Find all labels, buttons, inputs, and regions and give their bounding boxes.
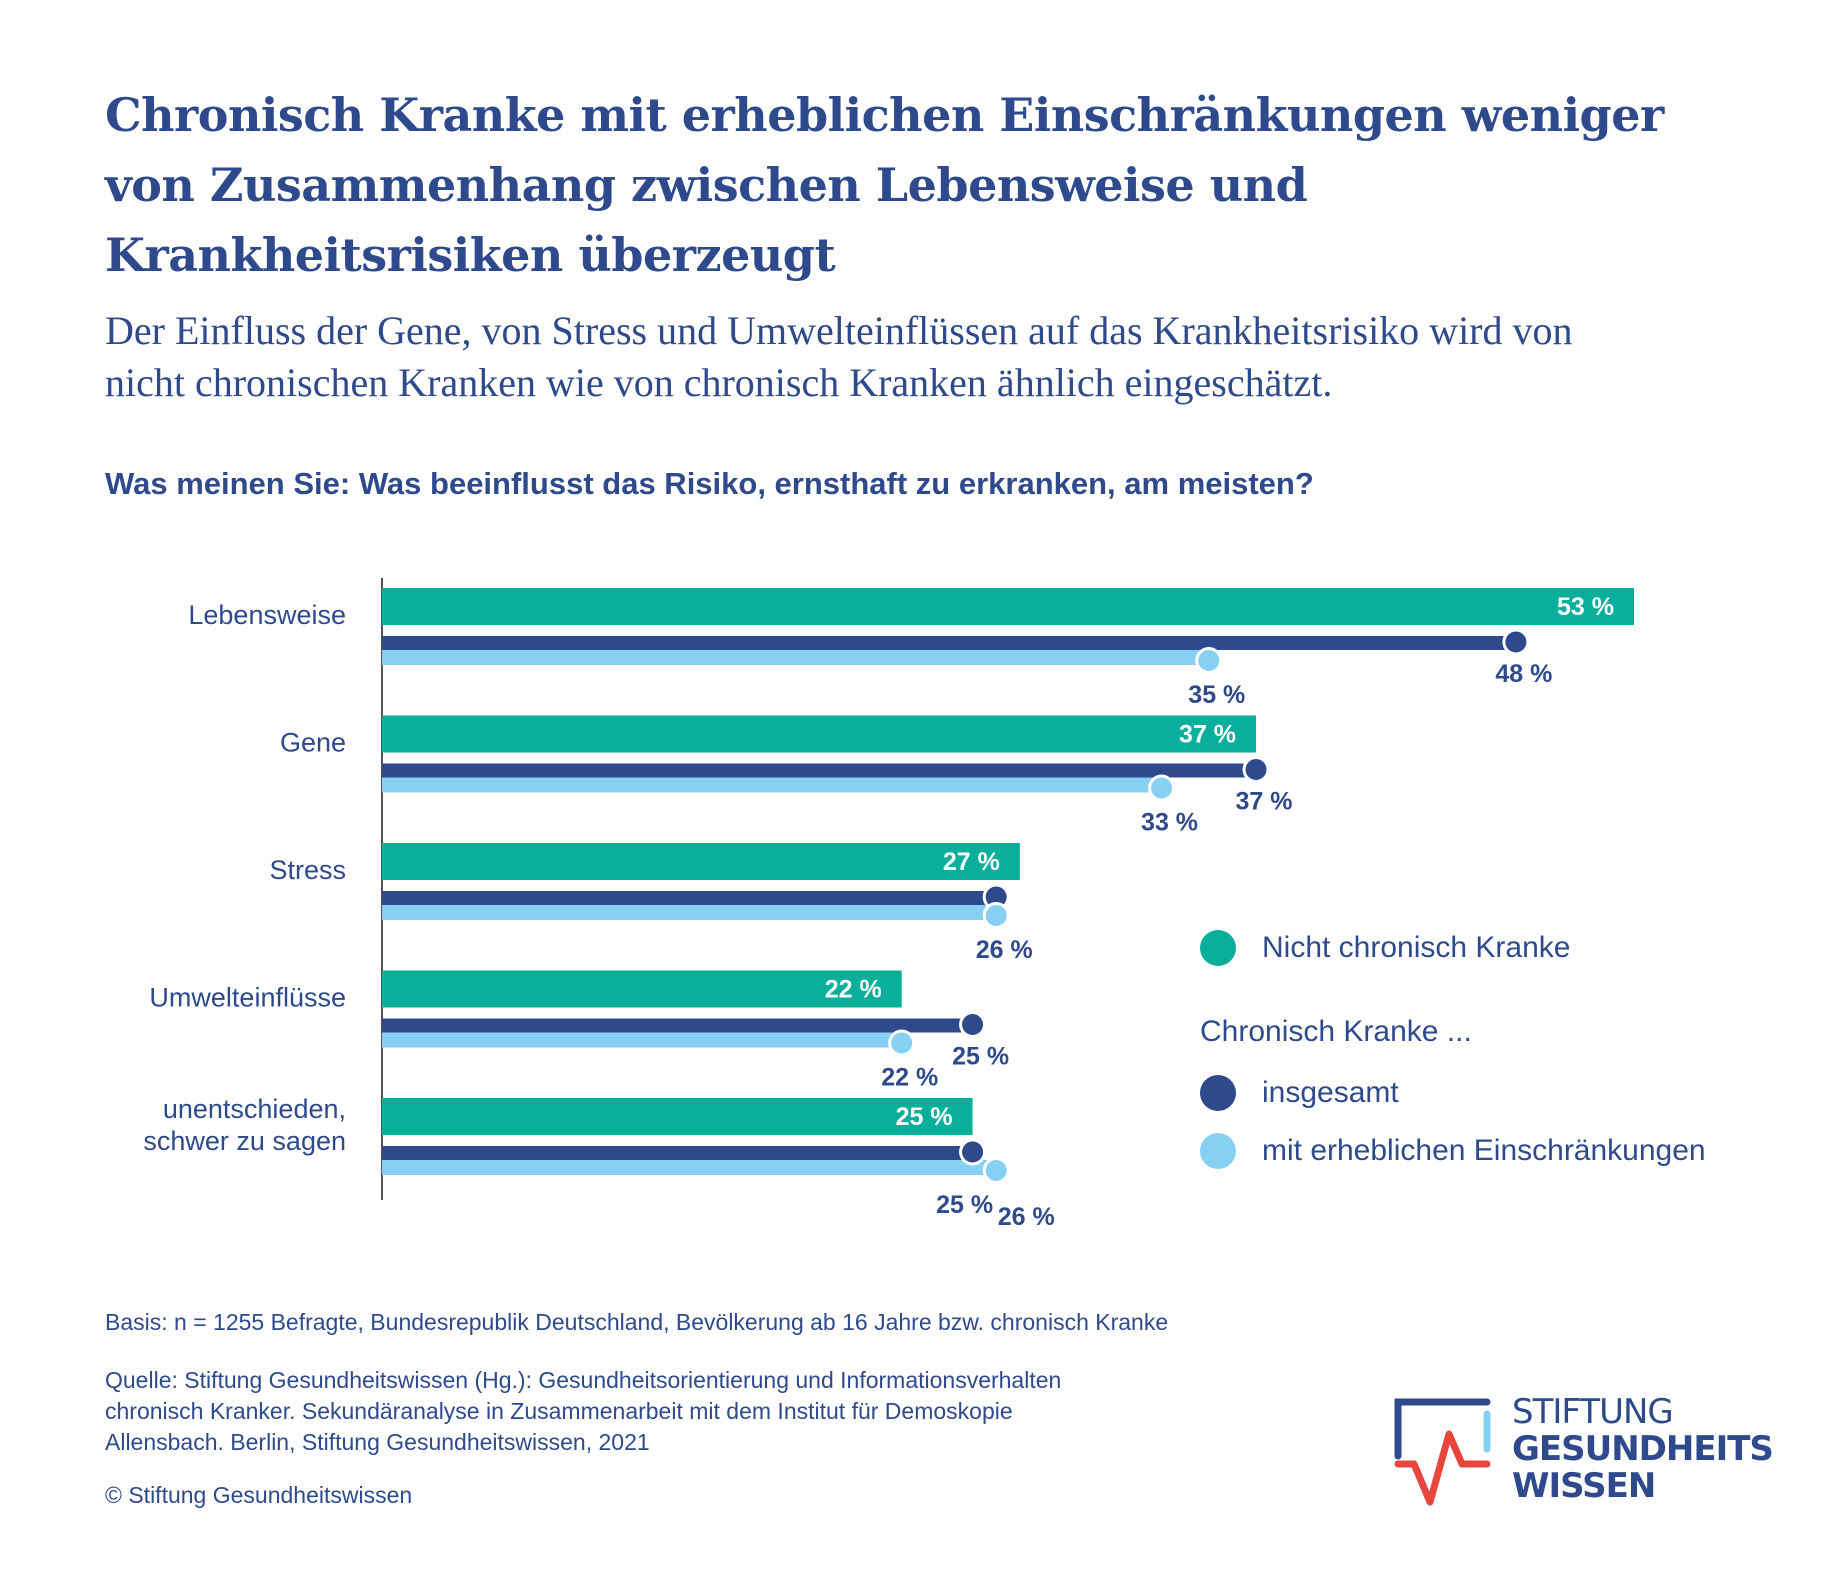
dot-insgesamt (1502, 628, 1530, 656)
dot-value-label: 37 % (1236, 788, 1293, 816)
footer-basis: Basis: n = 1255 Befragte, Bundesrepublik… (105, 1309, 1169, 1335)
bar-nicht-chronisch (382, 1098, 973, 1135)
dot-value-label: 35 % (1188, 681, 1245, 709)
category-label: schwer zu sagen (143, 1126, 346, 1156)
logo-text: STIFTUNG GESUNDHEITS WISSEN (1512, 1392, 1774, 1506)
subtitle-line: Der Einfluss der Gene, von Stress und Um… (105, 308, 1573, 353)
survey-question: Was meinen Sie: Was beeinflusst das Risi… (105, 466, 1314, 501)
dot-mit-einschraenkungen (1195, 647, 1223, 674)
bar-value-label: 22 % (825, 976, 882, 1004)
bar-value-label: 27 % (943, 848, 1000, 876)
category-label: Stress (269, 855, 346, 885)
bar-nicht-chronisch (382, 970, 902, 1008)
category-label: Umwelteinflüsse (149, 983, 346, 1013)
navy-dot-icon (1200, 1075, 1236, 1111)
bar-mit-einschraenkungen (382, 905, 997, 920)
title-line: Krankheitsrisiken überzeugt (105, 228, 836, 282)
legend-group-heading: Chronisch Kranke ... (1200, 1015, 1472, 1048)
dot-value-label: 26 % (998, 1203, 1055, 1231)
bar-insgesamt (382, 636, 1516, 650)
bar-nicht-chronisch (382, 715, 1257, 753)
teal-dot-icon (1200, 930, 1236, 966)
logo-mark-icon (1394, 1398, 1491, 1506)
dot-insgesamt (959, 1138, 987, 1166)
bar-insgesamt (382, 1146, 973, 1160)
category-label: Gene (280, 728, 346, 758)
bar-mit-einschraenkungen (382, 1032, 902, 1048)
light-blue-dot-icon (1200, 1133, 1236, 1169)
legend-item-nicht-chronisch: Nicht chronisch Kranke (1200, 930, 1570, 966)
source-line: Allensbach. Berlin, Stiftung Gesundheits… (105, 1429, 650, 1455)
dot-mit-einschraenkungen (1148, 774, 1176, 802)
bar-value-label: 25 % (896, 1103, 953, 1131)
dot-value-label: 33 % (1141, 809, 1198, 837)
legend-item-insgesamt: insgesamt (1200, 1075, 1399, 1111)
chart-title: Chronisch Kranke mit erheblichen Einschr… (105, 80, 1805, 290)
bar-value-label: 53 % (1557, 593, 1614, 621)
dot-mit-einschraenkungen (888, 1029, 916, 1057)
source-line: chronisch Kranker. Sekundäranalyse in Zu… (105, 1398, 1013, 1424)
logo-line: GESUNDHEITS (1512, 1429, 1774, 1469)
stiftung-gesundheitswissen-logo: STIFTUNG GESUNDHEITS WISSEN (1392, 1394, 1812, 1524)
legend-label: mit erheblichen Einschränkungen (1262, 1134, 1706, 1167)
bar-nicht-chronisch (382, 843, 1020, 880)
bar-insgesamt (382, 891, 997, 905)
subtitle-line: nicht chronischen Kranken wie von chroni… (105, 360, 1333, 405)
dot-value-label: 22 % (881, 1064, 938, 1092)
dot-insgesamt (1242, 756, 1270, 783)
bar-mit-einschraenkungen (382, 650, 1209, 665)
chart-subtitle: Der Einfluss der Gene, von Stress und Um… (105, 305, 1805, 409)
title-line: von Zusammenhang zwischen Lebensweise un… (105, 158, 1308, 212)
title-line: Chronisch Kranke mit erheblichen Einschr… (105, 88, 1664, 142)
category-label: unentschieden, (163, 1094, 346, 1124)
bar-nicht-chronisch (382, 588, 1634, 625)
legend-label: insgesamt (1262, 1076, 1399, 1109)
dot-mit-einschraenkungen (982, 902, 1010, 929)
dot-mit-einschraenkungen (982, 1157, 1010, 1184)
bar-insgesamt (382, 1018, 973, 1033)
footer-source: Quelle: Stiftung Gesundheitswissen (Hg.)… (105, 1365, 1061, 1458)
legend-item-einschraenkungen: mit erheblichen Einschränkungen (1200, 1133, 1706, 1169)
bar-mit-einschraenkungen (382, 777, 1162, 793)
legend-label: Nicht chronisch Kranke (1262, 931, 1571, 964)
dot-value-label: 26 % (976, 936, 1033, 964)
logo-line: WISSEN (1512, 1466, 1656, 1506)
dot-insgesamt (959, 1011, 987, 1038)
dot-value-label: 48 % (1495, 660, 1552, 688)
bar-insgesamt (382, 763, 1257, 778)
bar-mit-einschraenkungen (382, 1160, 997, 1175)
dot-value-label: 25 % (936, 1191, 993, 1219)
bar-value-label: 37 % (1179, 721, 1236, 749)
category-label: Lebensweise (188, 600, 346, 630)
dot-value-label: 25 % (952, 1043, 1009, 1071)
source-line: Quelle: Stiftung Gesundheitswissen (Hg.)… (105, 1367, 1062, 1393)
footer-copyright: © Stiftung Gesundheitswissen (105, 1482, 413, 1508)
logo-line: STIFTUNG (1512, 1392, 1674, 1432)
